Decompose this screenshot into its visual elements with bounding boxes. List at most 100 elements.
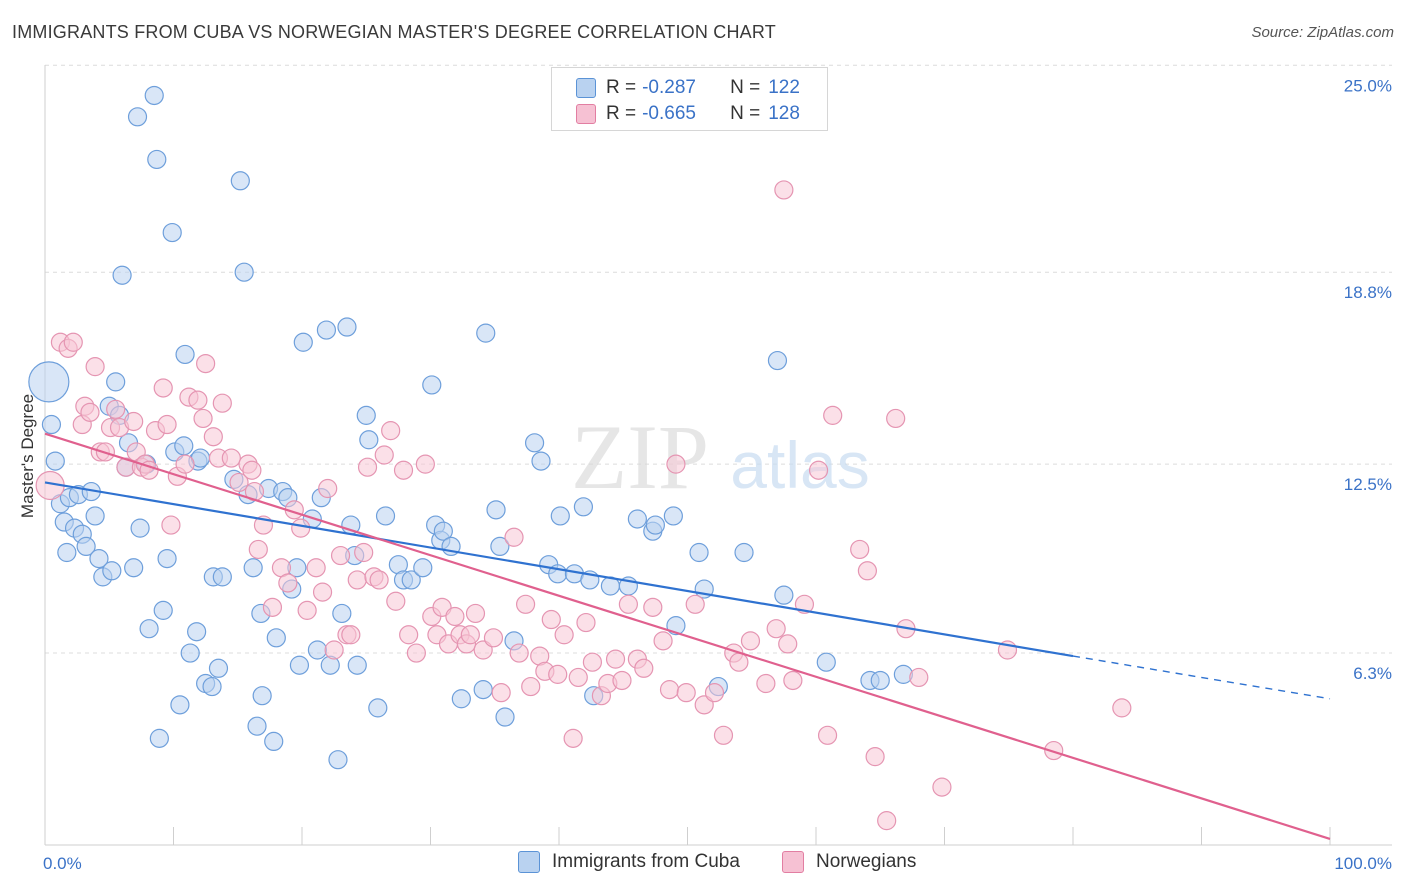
cuba-point — [337, 317, 357, 337]
bottom-legend-cuba: Immigrants from Cuba — [518, 851, 740, 873]
cuba-point — [157, 548, 177, 569]
norwegians-point — [393, 460, 414, 480]
norwegians-point — [399, 625, 419, 645]
cuba-point — [663, 506, 683, 526]
cuba-point — [645, 515, 665, 535]
legend-r-label: R = — [606, 103, 637, 124]
cuba-point — [347, 655, 367, 675]
norwegians-point — [808, 460, 829, 480]
norwegians-point — [291, 518, 311, 538]
norwegians-point — [568, 667, 588, 688]
bottom-legend-label-norwegians: Norwegians — [816, 851, 917, 872]
cuba-point — [112, 265, 132, 285]
cuba-point — [180, 643, 200, 663]
cuba-point — [130, 518, 150, 538]
cuba-point — [293, 332, 313, 352]
norwegians-point — [817, 725, 838, 745]
legend-n-label: N = — [730, 103, 761, 124]
cuba-point — [495, 707, 515, 727]
tick-labels: 6.3% 12.5% 18.8% 25.0% 0.0% 100.0% — [43, 76, 1392, 873]
norwegians-point — [576, 612, 596, 633]
legend-row-cuba: R = -0.287 N = 122 — [576, 76, 800, 100]
cuba-point — [356, 405, 376, 425]
cuba-point — [486, 500, 506, 520]
norwegians-point — [63, 332, 83, 352]
norwegians-point — [685, 594, 705, 614]
legend-r-value: -0.665 — [642, 103, 696, 124]
norwegians-point — [783, 670, 803, 691]
norwegians-point — [124, 411, 144, 432]
y-tick-label: 6.3% — [1353, 664, 1392, 683]
norwegians-point — [774, 180, 794, 200]
norwegians-point — [161, 515, 181, 535]
norwegians-point — [347, 570, 367, 590]
trend-line-cuba-extension — [1072, 655, 1331, 700]
norwegians-point — [306, 558, 326, 578]
norwegians-point — [850, 539, 870, 560]
y-axis-label: Master's Degree — [18, 394, 37, 518]
norwegians-point — [778, 634, 798, 654]
cuba-point — [531, 451, 551, 471]
norwegians-point — [676, 683, 696, 703]
norwegians-point — [554, 625, 574, 645]
cuba-point — [627, 509, 647, 529]
norwegians-point — [582, 652, 603, 672]
cuba-point — [170, 695, 190, 715]
cuba-point — [230, 171, 250, 191]
legend: R = -0.287 N = 122 R = -0.665 N = 128 — [551, 67, 828, 131]
cuba-point — [767, 350, 788, 371]
cuba-point — [106, 372, 126, 392]
norwegians-point — [193, 408, 213, 429]
legend-swatch-norwegians — [576, 104, 596, 124]
cuba-point — [307, 640, 328, 660]
norwegians-point — [694, 695, 714, 715]
norwegians-point — [445, 606, 465, 627]
norwegians-point — [406, 643, 426, 663]
cuba-point — [149, 728, 169, 748]
norwegians-point — [483, 628, 504, 648]
norwegians-point — [659, 680, 680, 700]
legend-r-label: R = — [606, 77, 637, 98]
norwegians-point — [354, 542, 374, 563]
norwegians-point — [278, 573, 298, 593]
norwegians-point — [248, 539, 268, 560]
cuba-point — [45, 451, 65, 471]
norwegians-point — [634, 658, 654, 678]
legend-swatch-cuba — [576, 78, 596, 98]
norwegians-point — [297, 600, 317, 620]
axes — [44, 65, 1392, 846]
norwegians-point — [465, 603, 486, 624]
cuba-point — [187, 622, 207, 642]
norwegians-point — [823, 405, 843, 425]
cuba-point — [57, 542, 77, 563]
cuba-point — [212, 567, 232, 587]
series-norwegians-points — [35, 180, 1132, 831]
chart-title: IMMIGRANTS FROM CUBA VS NORWEGIAN MASTER… — [12, 22, 776, 42]
norwegians-point — [262, 597, 283, 617]
cuba-point — [102, 561, 122, 581]
norwegians-point — [318, 478, 338, 499]
cuba-point — [28, 361, 70, 403]
cuba-point — [127, 107, 148, 127]
cuba-point — [573, 497, 594, 517]
norwegians-point — [563, 728, 583, 748]
norwegians-point — [203, 427, 223, 447]
cuba-point — [85, 506, 105, 526]
cuba-point — [550, 506, 570, 526]
norwegians-point — [794, 594, 815, 614]
cuba-point — [328, 750, 348, 770]
cuba-point — [41, 414, 62, 435]
norwegians-point — [212, 393, 232, 413]
norwegians-point — [1044, 740, 1064, 761]
norwegians-point — [188, 390, 208, 410]
cuba-point — [433, 521, 453, 541]
norwegians-point — [242, 460, 262, 480]
cuba-point — [422, 375, 442, 395]
norwegians-point — [341, 625, 361, 645]
norwegians-point — [157, 414, 177, 435]
cuba-point — [490, 536, 510, 557]
norwegians-point — [491, 683, 511, 703]
norwegians-point — [666, 454, 686, 474]
norwegians-point — [229, 472, 249, 493]
